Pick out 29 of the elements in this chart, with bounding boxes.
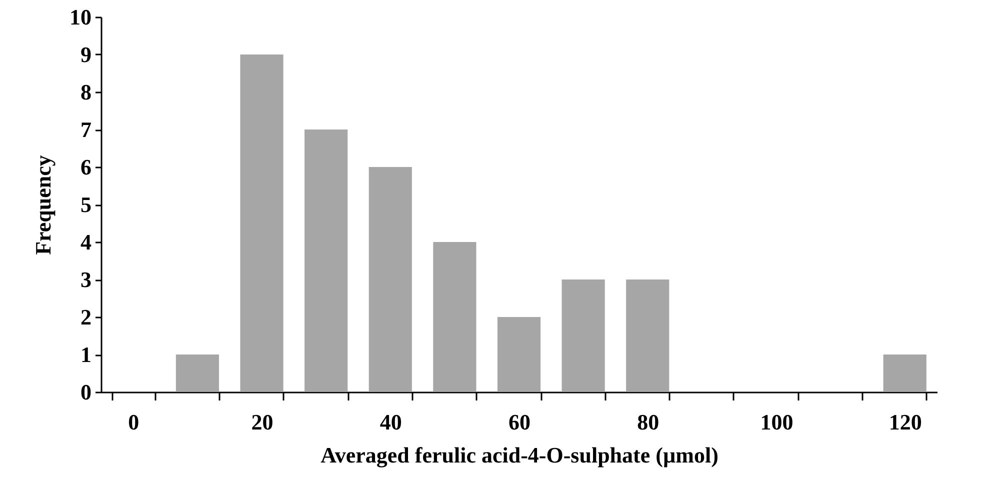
x-tick-label: 60 [508, 410, 530, 434]
x-tick-label: 120 [888, 410, 922, 434]
y-tick-label: 4 [80, 230, 92, 254]
y-tick-label: 5 [80, 192, 92, 217]
bar [176, 354, 220, 392]
y-tick-label: 1 [80, 342, 92, 367]
y-tick-label: 6 [80, 154, 92, 180]
y-tick-label: 7 [80, 117, 92, 142]
bar [626, 280, 670, 392]
x-tick-label: 80 [637, 410, 660, 434]
bar [240, 54, 284, 392]
bar [497, 317, 541, 392]
x-tick-label: 40 [380, 410, 402, 434]
x-axis-title: Averaged ferulic acid-4-O-sulphate (µmol) [320, 442, 718, 468]
x-tick-label: 20 [251, 410, 274, 434]
bar [433, 242, 476, 392]
x-tick-label: 0 [128, 410, 140, 434]
bar [368, 167, 412, 392]
bar [562, 280, 605, 392]
y-tick-label: 8 [80, 80, 92, 104]
y-tick-label: 0 [80, 380, 92, 404]
y-tick-label: 2 [80, 304, 92, 330]
y-tick-label: 9 [80, 42, 92, 67]
bar [883, 354, 926, 392]
bar [304, 130, 348, 392]
y-tick-label: 10 [70, 4, 92, 30]
x-tick-label: 100 [760, 410, 794, 434]
y-axis-title: Frequency [30, 155, 56, 255]
y-tick-label: 3 [80, 267, 92, 292]
